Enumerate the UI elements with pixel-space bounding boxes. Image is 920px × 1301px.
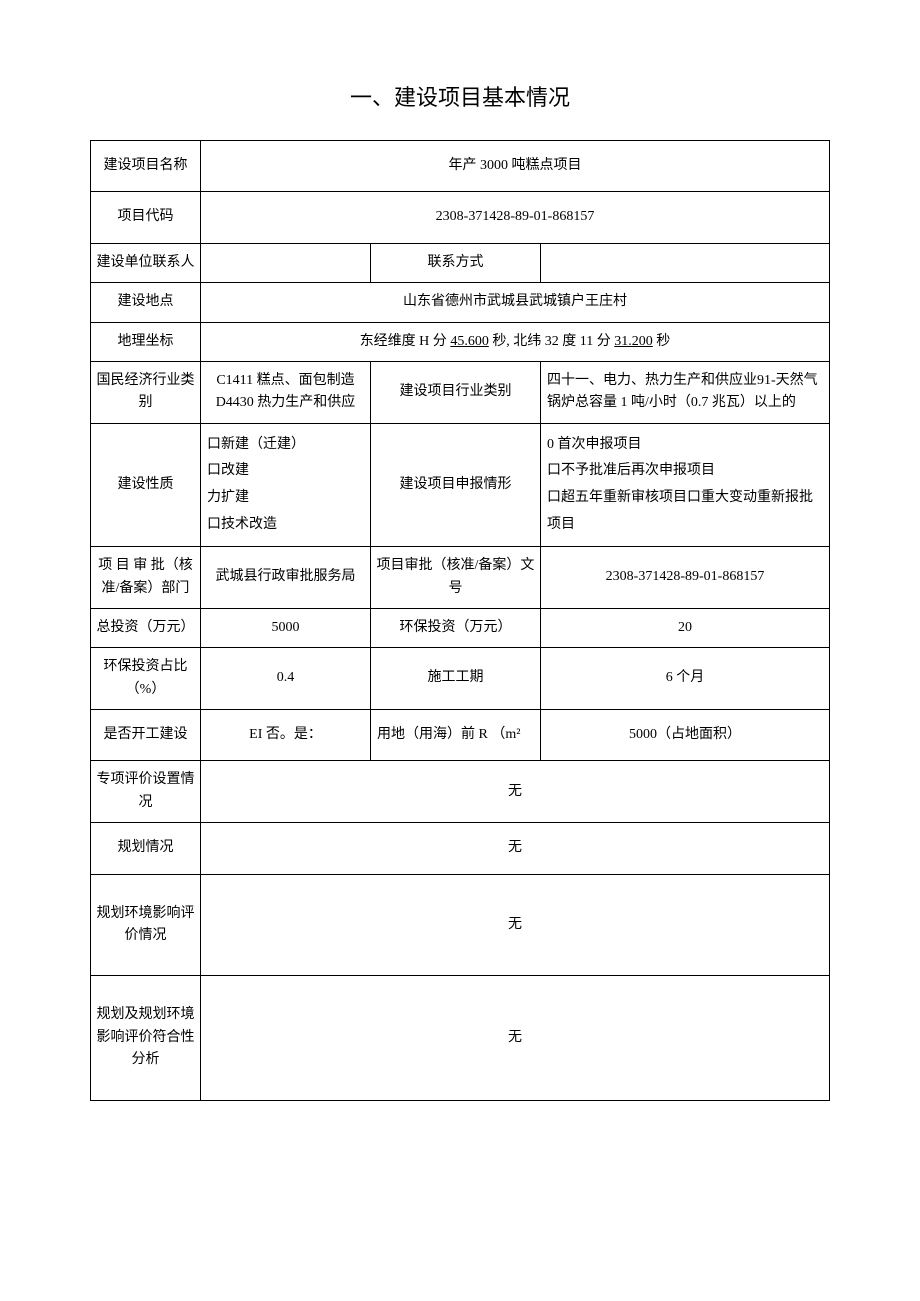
label-project-name: 建设项目名称 (91, 141, 201, 192)
value-project-name: 年产 3000 吨糕点项目 (201, 141, 830, 192)
section-title: 一、建设项目基本情况 (90, 80, 830, 112)
label-started: 是否开工建设 (91, 710, 201, 761)
value-contact-method (541, 243, 830, 282)
label-planning: 规划情况 (91, 823, 201, 874)
label-nature: 建设性质 (91, 423, 201, 546)
value-location: 山东省德州市武城县武城镇户王庄村 (201, 283, 830, 322)
coords-prefix: 东经维度 H 分 (360, 334, 451, 349)
label-location: 建设地点 (91, 283, 201, 322)
coords-val1: 45.600 (450, 334, 489, 349)
label-plan-conform: 规划及规划环境影响评价符合性分析 (91, 976, 201, 1100)
value-project-industry: 四十一、电力、热力生产和供应业91-天然气锅炉总容量 1 吨/小时（0.7 兆瓦… (541, 361, 830, 423)
value-coords: 东经维度 H 分 45.600 秒, 北纬 32 度 11 分 31.200 秒 (201, 322, 830, 361)
value-env-ratio: 0.4 (201, 648, 371, 710)
label-special-eval: 专项评价设置情况 (91, 761, 201, 823)
value-nature: 口新建（迁建）口改建力扩建口技术改造 (201, 423, 371, 546)
label-env-invest: 环保投资（万元） (371, 608, 541, 647)
label-industry: 国民经济行业类别 (91, 361, 201, 423)
label-duration: 施工工期 (371, 648, 541, 710)
project-info-table: 建设项目名称 年产 3000 吨糕点项目 项目代码 2308-371428-89… (90, 140, 830, 1101)
value-env-invest: 20 (541, 608, 830, 647)
label-contact-method: 联系方式 (371, 243, 541, 282)
label-declare-type: 建设项目申报情形 (371, 423, 541, 546)
value-land-area: 5000（占地面积） (541, 710, 830, 761)
label-approval-no: 项目审批（核准/备案）文号 (371, 547, 541, 609)
value-started: EI 否。是： (201, 710, 371, 761)
label-land-area: 用地（用海）前 R （m² (371, 710, 541, 761)
value-planning: 无 (201, 823, 830, 874)
value-plan-env: 无 (201, 874, 830, 976)
label-env-ratio: 环保投资占比（%） (91, 648, 201, 710)
value-special-eval: 无 (201, 761, 830, 823)
coords-suffix: 秒 (653, 334, 671, 349)
value-total-invest: 5000 (201, 608, 371, 647)
value-duration: 6 个月 (541, 648, 830, 710)
label-contact: 建设单位联系人 (91, 243, 201, 282)
label-project-code: 项目代码 (91, 192, 201, 243)
value-industry: C1411 糕点、面包制造 D4430 热力生产和供应 (201, 361, 371, 423)
value-approval-dept: 武城县行政审批服务局 (201, 547, 371, 609)
label-plan-env: 规划环境影响评价情况 (91, 874, 201, 976)
value-project-code: 2308-371428-89-01-868157 (201, 192, 830, 243)
value-contact (201, 243, 371, 282)
coords-mid: 秒, 北纬 32 度 11 分 (489, 334, 614, 349)
coords-val2: 31.200 (614, 334, 653, 349)
label-coords: 地理坐标 (91, 322, 201, 361)
label-total-invest: 总投资（万元） (91, 608, 201, 647)
value-approval-no: 2308-371428-89-01-868157 (541, 547, 830, 609)
label-approval-dept: 项 目 审 批（核准/备案）部门 (91, 547, 201, 609)
value-plan-conform: 无 (201, 976, 830, 1100)
value-declare-type: 0 首次申报项目口不予批准后再次申报项目口超五年重新审核项目口重大变动重新报批项… (541, 423, 830, 546)
label-project-industry: 建设项目行业类别 (371, 361, 541, 423)
